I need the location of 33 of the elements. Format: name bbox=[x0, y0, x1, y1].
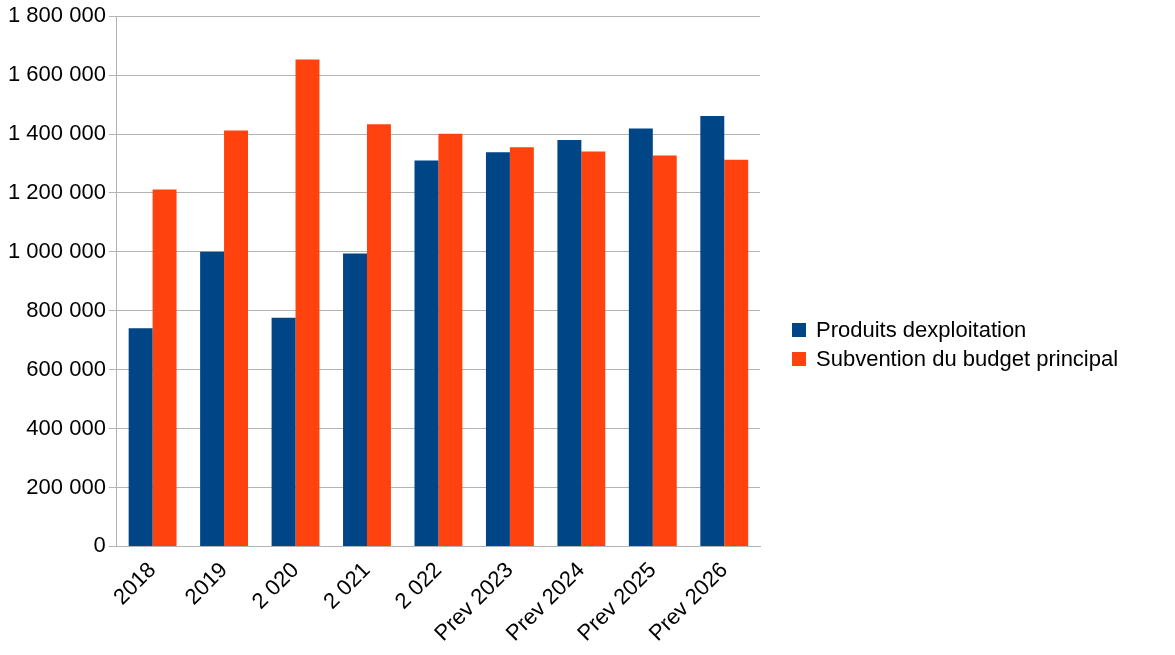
y-tick-label: 1 400 000 bbox=[8, 120, 106, 146]
bar bbox=[557, 139, 582, 546]
bar bbox=[581, 151, 606, 546]
bar bbox=[343, 253, 367, 546]
bar bbox=[366, 124, 391, 546]
bar bbox=[295, 59, 320, 546]
y-tick-label: 1 000 000 bbox=[8, 237, 106, 263]
bar bbox=[700, 116, 725, 546]
legend-label: Produits dexploitation bbox=[816, 316, 1027, 343]
y-tick-label: 400 000 bbox=[26, 414, 106, 440]
y-tick-label: 1 600 000 bbox=[8, 61, 106, 87]
legend-label: Subvention du budget principal bbox=[816, 345, 1119, 372]
bar bbox=[628, 128, 653, 546]
y-tick-label: 1 200 000 bbox=[8, 179, 106, 204]
bar bbox=[271, 317, 296, 546]
y-tick-label: 200 000 bbox=[26, 473, 106, 499]
bar bbox=[152, 189, 177, 546]
x-tick-label: 2 020 bbox=[246, 556, 304, 614]
bar bbox=[414, 160, 439, 546]
y-tick-label: 1 800 000 bbox=[8, 2, 106, 28]
bar bbox=[200, 251, 225, 546]
y-tick-label: 800 000 bbox=[26, 296, 106, 322]
x-tick-label: 2 021 bbox=[318, 556, 375, 614]
bar bbox=[485, 152, 510, 546]
bar bbox=[224, 130, 248, 546]
x-tick-label: 2 022 bbox=[389, 556, 447, 614]
bar bbox=[509, 147, 534, 546]
bar bbox=[438, 133, 463, 546]
bar bbox=[652, 155, 677, 546]
bar bbox=[128, 328, 153, 546]
y-tick-label: 600 000 bbox=[26, 355, 106, 381]
bar bbox=[724, 159, 749, 546]
y-tick-label: 0 bbox=[93, 532, 106, 558]
